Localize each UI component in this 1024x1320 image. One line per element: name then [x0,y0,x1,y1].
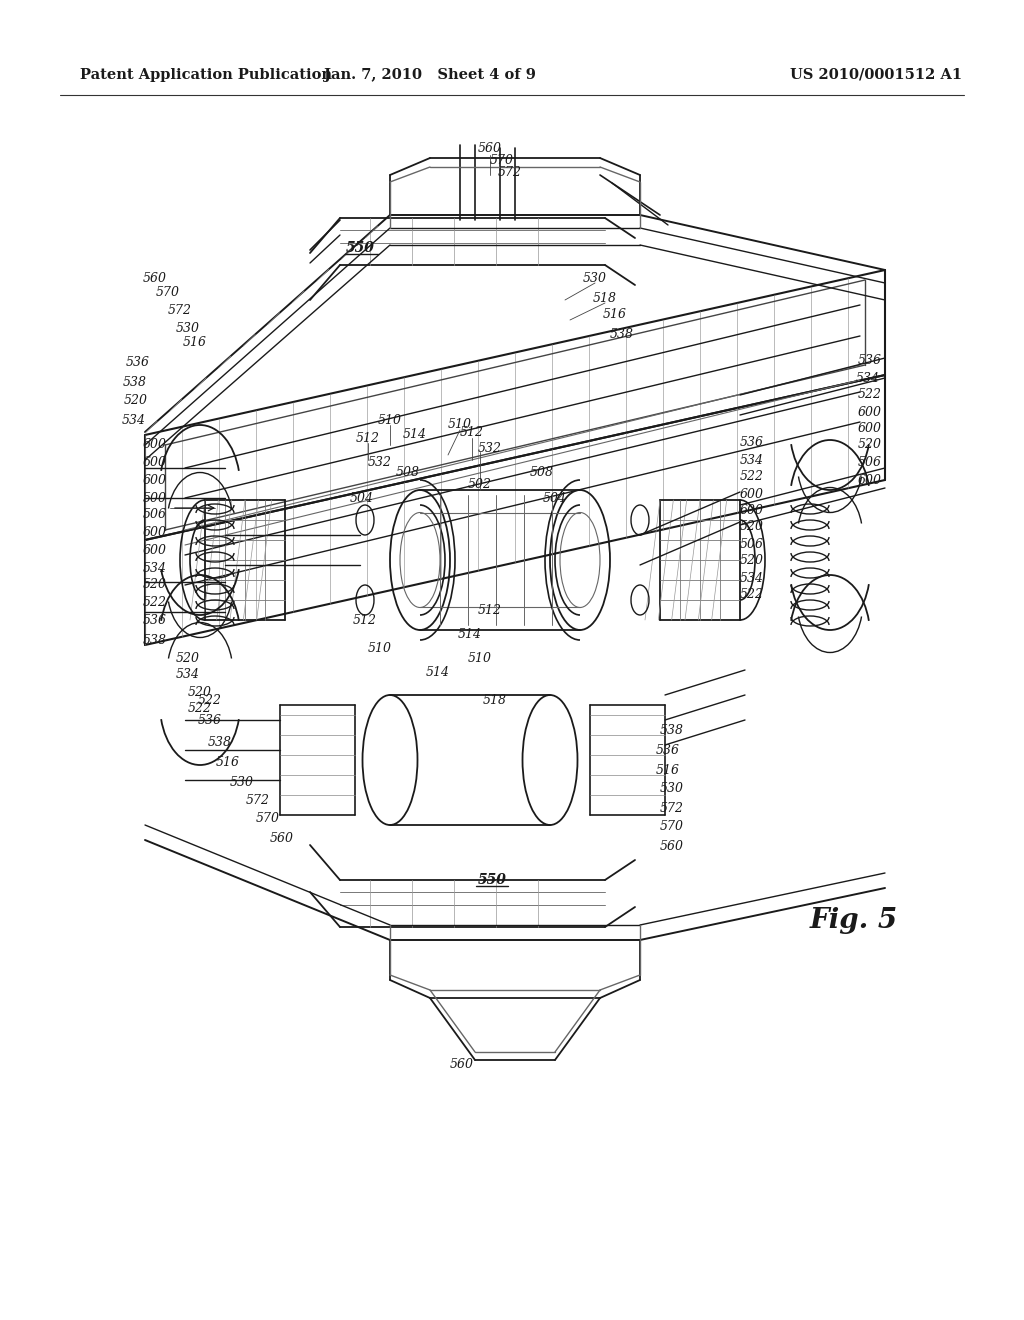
Text: 536: 536 [656,743,680,756]
Text: 516: 516 [656,763,680,776]
Text: 516: 516 [216,755,240,768]
Text: 522: 522 [143,595,167,609]
Text: 600: 600 [143,544,167,557]
Text: 522: 522 [740,470,764,483]
Text: 570: 570 [256,812,280,825]
Text: 520: 520 [124,393,148,407]
Text: 514: 514 [458,628,482,642]
Text: 508: 508 [396,466,420,479]
Text: 512: 512 [353,614,377,627]
Text: 560: 560 [450,1059,474,1072]
Text: 522: 522 [188,701,212,714]
Text: 534: 534 [143,561,167,574]
Text: 518: 518 [593,292,617,305]
Text: 506: 506 [740,537,764,550]
Text: 508: 508 [530,466,554,479]
Text: 504: 504 [350,491,374,504]
Text: 538: 538 [610,329,634,342]
Text: Fig. 5: Fig. 5 [810,907,898,933]
Text: 534: 534 [176,668,200,681]
Text: 538: 538 [208,735,232,748]
Text: 570: 570 [490,153,514,166]
Text: 520: 520 [143,578,167,591]
Text: 536: 536 [740,437,764,450]
Text: 530: 530 [583,272,607,285]
Text: 504: 504 [543,491,567,504]
Text: 534: 534 [122,413,146,426]
Text: 572: 572 [246,793,270,807]
Text: 600: 600 [143,474,167,487]
Text: 514: 514 [403,429,427,441]
Text: 570: 570 [660,820,684,833]
Text: 520: 520 [188,685,212,698]
Text: 560: 560 [660,840,684,853]
Text: 560: 560 [143,272,167,285]
Text: 538: 538 [143,634,167,647]
Text: 506: 506 [858,455,882,469]
Text: 550: 550 [345,242,375,255]
Text: 510: 510 [368,642,392,655]
Text: 600: 600 [858,421,882,434]
Text: 520: 520 [740,553,764,566]
Text: 530: 530 [660,781,684,795]
Text: 534: 534 [740,454,764,466]
Text: 520: 520 [858,438,882,451]
Text: 538: 538 [123,375,147,388]
Text: 560: 560 [270,832,294,845]
Text: 600: 600 [858,405,882,418]
Text: 520: 520 [176,652,200,664]
Text: 532: 532 [368,455,392,469]
Text: 530: 530 [230,776,254,788]
Text: 532: 532 [478,441,502,454]
Text: 550: 550 [477,873,507,887]
Text: 600: 600 [143,525,167,539]
Text: 572: 572 [660,801,684,814]
Text: 600: 600 [740,487,764,500]
Text: 522: 522 [858,388,882,401]
Text: 572: 572 [168,304,193,317]
Text: 536: 536 [858,354,882,367]
Text: 560: 560 [478,141,502,154]
Text: 522: 522 [198,693,222,706]
Text: 512: 512 [460,426,484,440]
Text: 516: 516 [183,337,207,350]
Text: 500: 500 [143,491,167,504]
Text: 600: 600 [143,455,167,469]
Text: Patent Application Publication: Patent Application Publication [80,69,332,82]
Text: 522: 522 [740,587,764,601]
Text: 512: 512 [478,603,502,616]
Text: 536: 536 [143,614,167,627]
Text: 502: 502 [468,479,492,491]
Text: 530: 530 [176,322,200,334]
Text: 534: 534 [740,572,764,585]
Text: 538: 538 [660,723,684,737]
Text: 534: 534 [856,371,880,384]
Text: 510: 510 [449,418,472,432]
Text: 600: 600 [740,503,764,516]
Text: 600: 600 [858,474,882,487]
Text: 514: 514 [426,665,450,678]
Text: 516: 516 [603,309,627,322]
Text: US 2010/0001512 A1: US 2010/0001512 A1 [790,69,963,82]
Text: 506: 506 [143,507,167,520]
Text: Jan. 7, 2010   Sheet 4 of 9: Jan. 7, 2010 Sheet 4 of 9 [324,69,536,82]
Text: 572: 572 [498,166,522,180]
Text: 510: 510 [378,413,402,426]
Text: 520: 520 [740,520,764,533]
Text: 600: 600 [143,438,167,451]
Text: 536: 536 [198,714,222,726]
Text: 536: 536 [126,356,150,370]
Text: 570: 570 [156,286,180,300]
Text: 518: 518 [483,693,507,706]
Text: 512: 512 [356,432,380,445]
Text: 510: 510 [468,652,492,664]
